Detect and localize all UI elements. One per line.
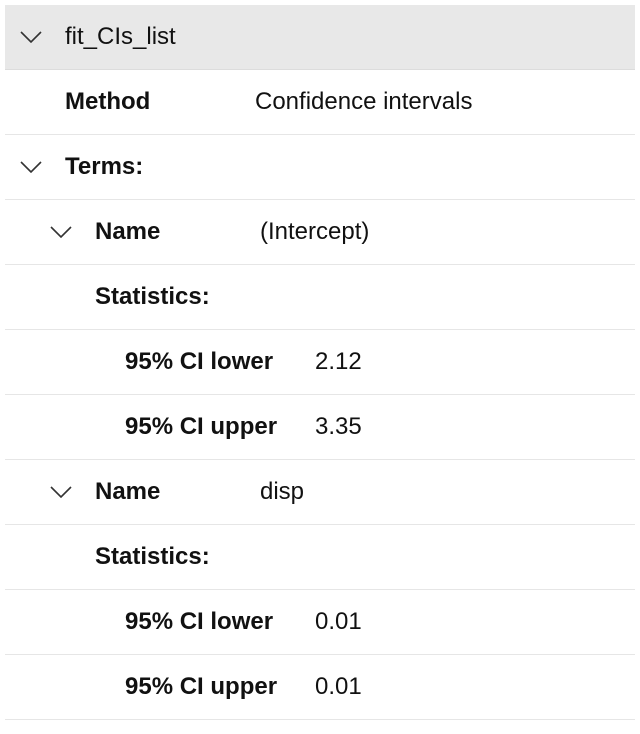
term-name-row[interactable]: Name (Intercept) <box>5 200 635 265</box>
json-tree-viewer: fit_CIs_list Method Confidence intervals… <box>5 5 635 720</box>
method-value: Confidence intervals <box>255 88 473 115</box>
ci-lower-value: 0.01 <box>315 608 362 635</box>
ci-lower-label: 95% CI lower <box>125 348 274 375</box>
term-name-label: Name <box>95 478 161 505</box>
statistics-label: Statistics: <box>95 543 210 570</box>
chevron-down-icon[interactable] <box>19 160 43 174</box>
term-name-row[interactable]: Name disp <box>5 460 635 525</box>
chevron-down-icon[interactable] <box>49 225 73 239</box>
term-name-value: (Intercept) <box>260 218 370 245</box>
method-label: Method <box>65 88 151 115</box>
term-name-label: Name <box>95 218 161 245</box>
statistics-row: Statistics: <box>5 265 635 330</box>
chevron-down-icon[interactable] <box>49 485 73 499</box>
ci-upper-label: 95% CI upper <box>125 413 278 440</box>
terms-row[interactable]: Terms: <box>5 135 635 200</box>
root-title: fit_CIs_list <box>65 23 176 50</box>
ci-upper-row: 95% CI upper 3.35 <box>5 395 635 460</box>
terms-label: Terms: <box>65 153 144 180</box>
ci-upper-value: 3.35 <box>315 413 362 440</box>
tree-root-row[interactable]: fit_CIs_list <box>5 5 635 70</box>
ci-lower-row: 95% CI lower 2.12 <box>5 330 635 395</box>
ci-upper-value: 0.01 <box>315 673 362 700</box>
statistics-row: Statistics: <box>5 525 635 590</box>
ci-lower-label: 95% CI lower <box>125 608 274 635</box>
method-row: Method Confidence intervals <box>5 70 635 135</box>
chevron-down-icon[interactable] <box>19 30 43 44</box>
ci-lower-row: 95% CI lower 0.01 <box>5 590 635 655</box>
term-name-value: disp <box>260 478 305 505</box>
ci-upper-row: 95% CI upper 0.01 <box>5 655 635 720</box>
ci-upper-label: 95% CI upper <box>125 673 278 700</box>
ci-lower-value: 2.12 <box>315 348 362 375</box>
statistics-label: Statistics: <box>95 283 210 310</box>
